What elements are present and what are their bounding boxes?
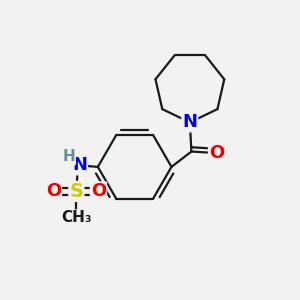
Text: H: H	[62, 149, 75, 164]
Text: O: O	[46, 182, 61, 200]
Text: N: N	[72, 156, 87, 174]
Text: S: S	[69, 182, 83, 201]
Text: O: O	[209, 144, 224, 162]
Text: CH₃: CH₃	[61, 210, 92, 225]
Text: O: O	[91, 182, 106, 200]
Text: N: N	[182, 113, 197, 131]
